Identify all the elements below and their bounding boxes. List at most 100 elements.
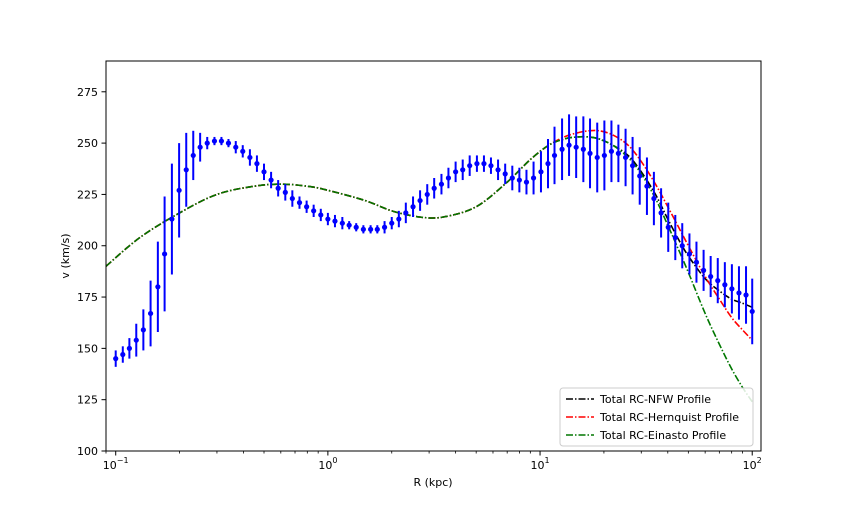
data-point <box>140 327 146 333</box>
legend-label-hernquist: Total RC-Hernquist Profile <box>599 411 739 424</box>
data-point <box>686 251 693 257</box>
data-point <box>268 177 274 183</box>
data-point <box>374 226 380 232</box>
data-point <box>708 273 714 280</box>
data-point <box>559 146 565 152</box>
data-point <box>509 175 515 181</box>
data-point <box>749 308 755 315</box>
data-point <box>530 175 537 181</box>
data-point <box>126 345 132 351</box>
data-point <box>183 167 189 173</box>
data-point <box>190 152 196 159</box>
data-point <box>289 195 295 202</box>
data-point <box>353 224 359 230</box>
data-point <box>644 183 650 189</box>
y-tick-label: 150 <box>77 342 98 355</box>
data-point <box>551 152 558 159</box>
data-point <box>325 216 331 222</box>
data-point <box>438 181 445 187</box>
data-point <box>601 152 607 159</box>
data-point <box>211 138 218 144</box>
data-point <box>318 212 324 218</box>
data-point <box>729 286 735 292</box>
y-axis-ticks: 100 125 150 175 200 225 250 275 <box>77 86 106 458</box>
legend-label-einasto: Total RC-Einasto Profile <box>599 429 726 442</box>
data-point <box>679 243 685 249</box>
data-point <box>147 310 154 317</box>
series-line-hernquist <box>106 129 753 341</box>
plot-frame <box>105 60 762 452</box>
y-tick-label: 225 <box>77 188 98 201</box>
data-point <box>113 356 119 362</box>
x-tick-label: 100 <box>318 456 337 472</box>
observed-data <box>113 114 755 367</box>
data-point <box>722 282 728 288</box>
y-tick-label: 275 <box>77 86 98 99</box>
data-point <box>460 167 466 173</box>
data-point <box>403 210 409 216</box>
data-point <box>360 226 366 232</box>
data-point <box>523 179 530 185</box>
data-point <box>389 220 395 226</box>
x-axis-label: R (kpc) <box>413 476 452 489</box>
data-point <box>481 161 487 167</box>
data-point <box>622 154 629 161</box>
data-point <box>275 185 281 191</box>
data-point <box>538 169 544 175</box>
data-point <box>368 226 374 232</box>
legend-label-nfw: Total RC-NFW Profile <box>599 393 711 406</box>
data-point <box>665 224 671 230</box>
data-point <box>332 218 338 224</box>
data-point <box>133 337 139 343</box>
data-point <box>474 161 480 167</box>
data-point <box>296 200 303 206</box>
data-point <box>254 161 260 167</box>
y-tick-label: 175 <box>77 291 98 304</box>
series-line-nfw <box>106 135 753 309</box>
data-point <box>629 163 636 169</box>
data-point <box>176 187 182 193</box>
data-point <box>743 292 749 298</box>
data-point <box>658 210 664 216</box>
data-point <box>608 148 615 154</box>
data-point <box>580 146 586 152</box>
y-tick-label: 100 <box>77 445 98 458</box>
data-point <box>545 161 551 167</box>
data-point <box>424 191 430 198</box>
data-point <box>162 251 168 257</box>
data-point <box>594 154 600 161</box>
data-point <box>218 138 225 144</box>
data-point <box>672 234 678 241</box>
data-point <box>637 173 643 179</box>
legend-box <box>559 387 754 447</box>
data-point <box>467 163 473 169</box>
data-point <box>381 224 388 230</box>
y-tick-label: 125 <box>77 394 98 407</box>
y-tick-label: 200 <box>77 240 98 253</box>
data-point <box>516 177 522 183</box>
data-point <box>240 148 246 154</box>
data-point <box>715 278 721 284</box>
data-point <box>247 154 253 161</box>
data-point <box>339 220 345 226</box>
data-point <box>261 169 267 175</box>
data-point <box>410 204 416 210</box>
data-point <box>120 351 126 358</box>
data-point <box>615 150 621 156</box>
data-point <box>573 144 579 150</box>
data-point <box>417 197 423 204</box>
data-point <box>445 175 452 181</box>
x-tick-label: 101 <box>531 456 550 472</box>
data-point <box>311 208 317 214</box>
x-tick-label: 10−1 <box>103 456 129 472</box>
data-point <box>488 163 494 169</box>
data-point <box>566 142 572 148</box>
data-point <box>225 140 232 146</box>
series-line-einasto <box>106 135 753 403</box>
data-point <box>651 195 657 202</box>
data-point <box>453 169 459 175</box>
data-point <box>700 267 707 273</box>
data-point <box>233 144 239 150</box>
y-tick-label: 250 <box>77 137 98 150</box>
